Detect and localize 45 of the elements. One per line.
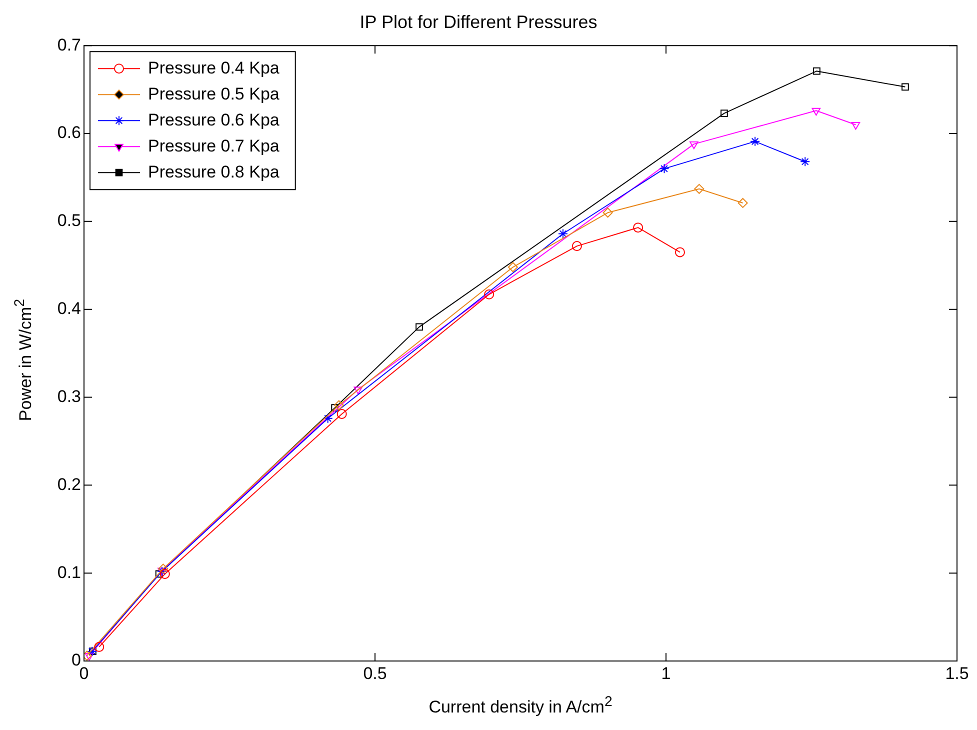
point <box>851 122 860 130</box>
point <box>659 164 670 174</box>
point <box>484 289 494 300</box>
y-tick-label: 0.4 <box>57 299 81 318</box>
y-tick-label: 0.6 <box>57 123 81 142</box>
point <box>690 141 698 150</box>
point <box>812 108 821 116</box>
legend-label: Pressure 0.4 Kpa <box>148 58 280 78</box>
y-tick-label: 0.2 <box>57 474 81 494</box>
point <box>902 83 909 91</box>
point <box>674 247 685 258</box>
x-tick-label: 1 <box>661 664 671 683</box>
x-tick-label: 0.5 <box>363 664 387 683</box>
point <box>750 136 760 146</box>
point <box>336 408 347 419</box>
legend-label: Pressure 0.5 Kpa <box>148 84 280 104</box>
point <box>160 568 170 579</box>
point <box>633 222 644 233</box>
point <box>720 110 728 117</box>
point <box>354 386 363 394</box>
y-tick-label: 0 <box>72 650 81 670</box>
point <box>558 228 568 239</box>
point <box>331 404 339 412</box>
x-axis-title: Current density in A/cm$^{2}$ <box>428 694 614 718</box>
legend-label: Pressure 0.6 Kpa <box>148 110 280 130</box>
point <box>813 67 820 75</box>
legend-label: Pressure 0.7 Kpa <box>148 136 280 156</box>
y-tick-label: 0.5 <box>57 211 81 230</box>
point <box>158 564 168 574</box>
y-tick-label: 0.7 <box>57 35 81 54</box>
x-tick-label: 1.5 <box>945 664 969 683</box>
legend-label: Pressure 0.8 Kpa <box>148 162 280 182</box>
point <box>508 262 518 272</box>
point <box>602 208 613 218</box>
point <box>694 184 704 194</box>
point <box>94 642 104 652</box>
point <box>572 241 582 252</box>
y-tick-label: 0.3 <box>57 386 81 406</box>
point <box>416 323 423 331</box>
point <box>800 156 810 167</box>
y-tick-label: 0.1 <box>57 562 81 582</box>
point <box>334 400 344 410</box>
point <box>322 413 333 424</box>
point <box>738 198 748 208</box>
chart-title: IP Plot for Different Pressures <box>360 12 598 32</box>
